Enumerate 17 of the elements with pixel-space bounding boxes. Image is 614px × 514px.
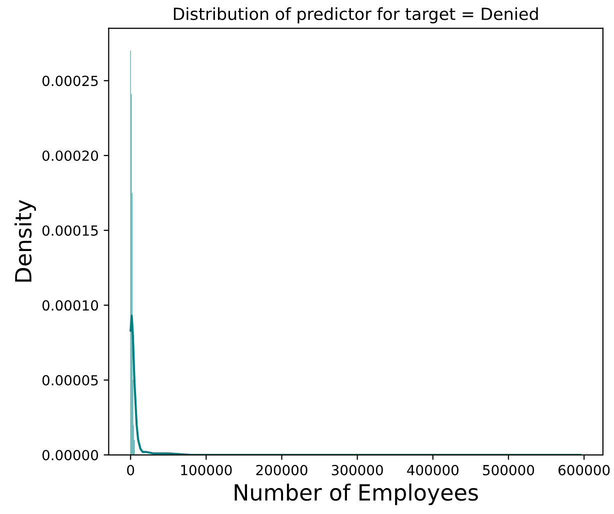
x-tick-label: 500000	[483, 464, 534, 476]
y-tick-label: 0.00015	[42, 225, 98, 236]
x-tick-label: 0	[127, 464, 134, 476]
x-axis-title: Number of Employees	[234, 484, 478, 506]
y-tick-label: 0.00005	[42, 375, 98, 386]
y-tick-label: 0.00025	[42, 76, 98, 86]
x-tick-label: 200000	[256, 464, 308, 476]
chart-title: Distribution of predictor for target = Denied	[174, 7, 538, 24]
y-tick-label: 0.00010	[42, 300, 98, 311]
y-axis-title: Density	[14, 200, 36, 282]
y-tick-label: 0.00020	[42, 150, 98, 161]
x-tick-label: 400000	[407, 464, 458, 476]
line-series	[130, 314, 582, 455]
x-tick-label: 100000	[181, 464, 232, 476]
x-tick-label: 600000	[558, 464, 610, 476]
y-tick-label: 0.00000	[42, 450, 98, 460]
x-tick-label: 300000	[332, 464, 383, 476]
